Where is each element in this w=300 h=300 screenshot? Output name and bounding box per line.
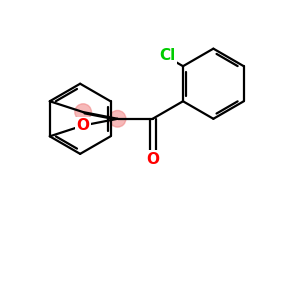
Circle shape: [109, 110, 126, 127]
Text: O: O: [146, 152, 159, 167]
Text: Cl: Cl: [159, 48, 176, 63]
Circle shape: [75, 104, 92, 120]
Text: O: O: [76, 118, 90, 133]
